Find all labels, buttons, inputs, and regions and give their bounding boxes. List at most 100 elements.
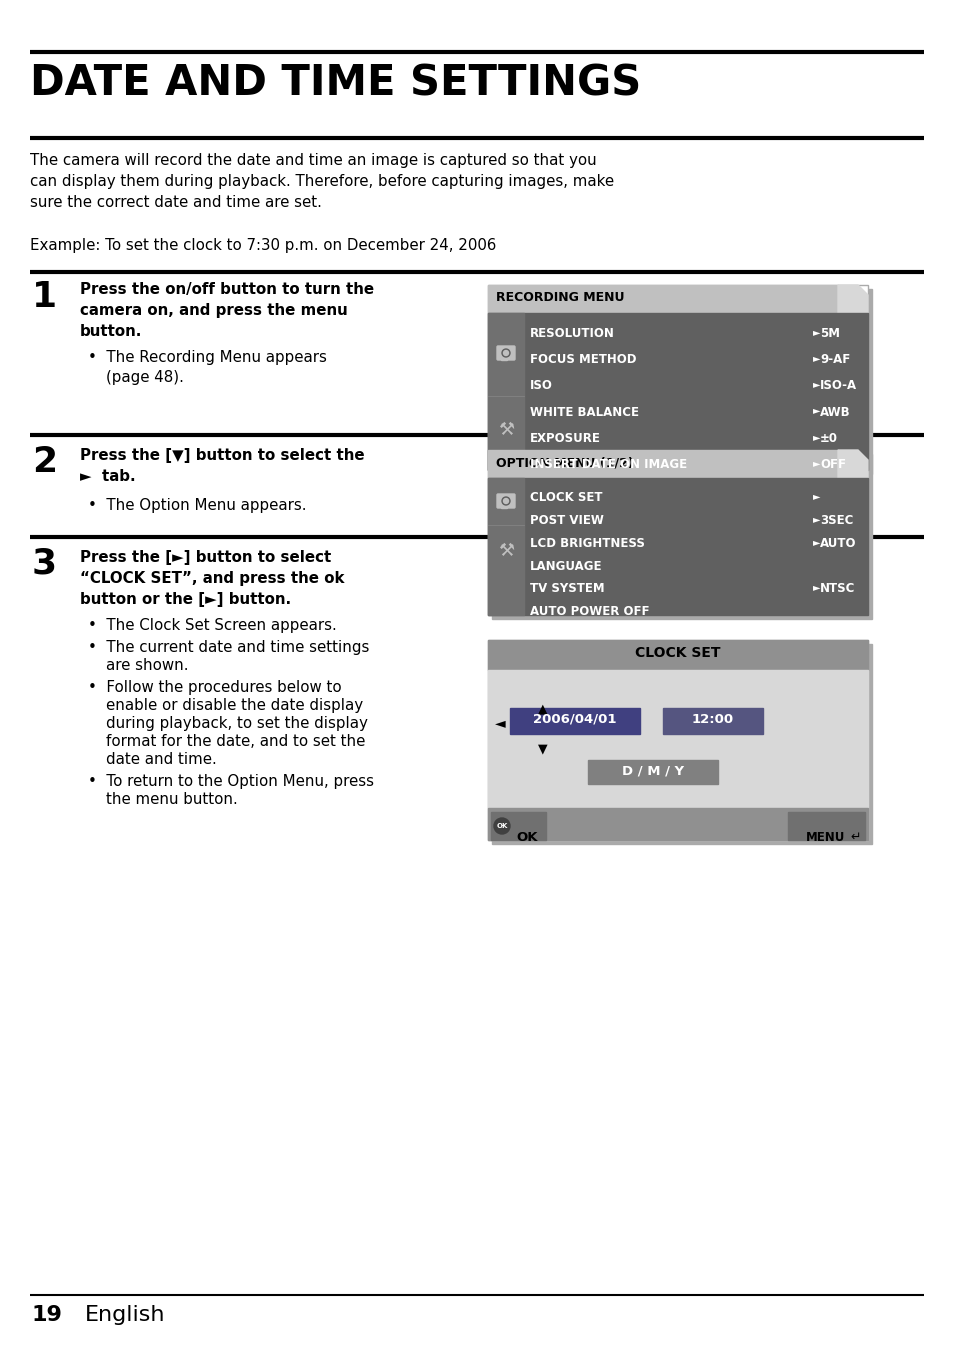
Text: ISO: ISO	[530, 379, 553, 393]
Text: CLOCK SET: CLOCK SET	[530, 491, 602, 504]
Text: 5M: 5M	[820, 327, 840, 340]
Text: DATE AND TIME SETTINGS: DATE AND TIME SETTINGS	[30, 62, 640, 104]
Text: ►: ►	[812, 354, 820, 363]
Text: 3: 3	[32, 547, 57, 581]
Text: MENU: MENU	[805, 831, 844, 845]
Text: ►: ►	[812, 457, 820, 468]
Text: •  The current date and time settings: • The current date and time settings	[88, 640, 369, 655]
Bar	[488, 670, 867, 841]
Bar	[488, 640, 867, 670]
Bar	[587, 760, 718, 784]
Bar	[488, 451, 867, 615]
FancyBboxPatch shape	[501, 356, 507, 360]
Text: •  The Option Menu appears.: • The Option Menu appears.	[88, 498, 306, 512]
Text: 12:00: 12:00	[691, 713, 733, 726]
Text: 9-AF: 9-AF	[820, 354, 849, 366]
Text: Press the [▼] button to select the
►  tab.: Press the [▼] button to select the ► tab…	[80, 448, 364, 484]
Text: OK: OK	[496, 823, 507, 829]
Text: AUTO POWER OFF: AUTO POWER OFF	[530, 605, 649, 619]
Text: the menu button.: the menu button.	[106, 792, 237, 807]
Text: AWB: AWB	[820, 405, 850, 418]
Bar	[662, 707, 762, 734]
Text: English: English	[85, 1305, 165, 1325]
Text: POST VIEW: POST VIEW	[530, 514, 603, 527]
Text: Press the on/off button to turn the
camera on, and press the menu
button.: Press the on/off button to turn the came…	[80, 282, 374, 339]
Text: INSERT DATE ON IMAGE: INSERT DATE ON IMAGE	[530, 457, 686, 471]
Text: during playback, to set the display: during playback, to set the display	[106, 716, 368, 730]
Text: ►: ►	[812, 537, 820, 546]
Text: OPTION MENU (1/2): OPTION MENU (1/2)	[496, 456, 633, 469]
Text: TV SYSTEM: TV SYSTEM	[530, 582, 604, 596]
Text: RECORDING MENU: RECORDING MENU	[496, 291, 624, 304]
Text: enable or disable the date display: enable or disable the date display	[106, 698, 363, 713]
Text: ⚒: ⚒	[497, 542, 514, 560]
Text: ISO-A: ISO-A	[820, 379, 856, 393]
Text: 2006/04/01: 2006/04/01	[533, 713, 616, 726]
Bar	[488, 640, 867, 841]
Text: ►: ►	[812, 327, 820, 338]
Text: ►: ►	[812, 432, 820, 441]
Text: 3SEC: 3SEC	[820, 514, 853, 527]
Text: date and time.: date and time.	[106, 752, 216, 767]
Polygon shape	[837, 451, 867, 477]
Text: ◄: ◄	[495, 716, 505, 730]
Text: Press the [►] button to select
“CLOCK SET”, and press the ok
button or the [►] b: Press the [►] button to select “CLOCK SE…	[80, 550, 344, 607]
Circle shape	[501, 498, 510, 504]
Text: D / M / Y: D / M / Y	[621, 764, 683, 777]
Bar	[492, 289, 871, 473]
Bar	[510, 707, 639, 734]
Text: ▲: ▲	[537, 702, 547, 716]
Text: ↵: ↵	[849, 831, 860, 845]
Bar	[488, 477, 867, 615]
Text: Example: To set the clock to 7:30 p.m. on December 24, 2006: Example: To set the clock to 7:30 p.m. o…	[30, 238, 496, 253]
Bar	[488, 477, 523, 615]
Circle shape	[503, 499, 508, 503]
Text: ►: ►	[812, 491, 820, 500]
Text: ±0: ±0	[820, 432, 837, 445]
Bar	[488, 313, 523, 469]
Text: ▼: ▼	[537, 742, 547, 755]
Bar	[787, 812, 864, 841]
Text: ►: ►	[812, 582, 820, 592]
Text: 2: 2	[32, 445, 57, 479]
Text: LANGUAGE: LANGUAGE	[530, 560, 602, 573]
Text: •  The Clock Set Screen appears.: • The Clock Set Screen appears.	[88, 617, 336, 633]
Text: AUTO: AUTO	[820, 537, 856, 550]
Circle shape	[494, 818, 510, 834]
Polygon shape	[837, 285, 867, 313]
Bar	[488, 285, 837, 313]
Text: •  To return to the Option Menu, press: • To return to the Option Menu, press	[88, 773, 374, 790]
Bar	[492, 644, 871, 845]
Text: format for the date, and to set the: format for the date, and to set the	[106, 734, 365, 749]
Text: (page 48).: (page 48).	[106, 370, 184, 385]
Text: ►: ►	[812, 405, 820, 416]
Circle shape	[503, 351, 508, 355]
Text: OFF: OFF	[820, 457, 845, 471]
Text: LCD BRIGHTNESS: LCD BRIGHTNESS	[530, 537, 644, 550]
FancyBboxPatch shape	[497, 494, 515, 508]
Text: FOCUS METHOD: FOCUS METHOD	[530, 354, 636, 366]
Circle shape	[501, 348, 510, 356]
Text: EXPOSURE: EXPOSURE	[530, 432, 600, 445]
Text: RESOLUTION: RESOLUTION	[530, 327, 615, 340]
Bar	[488, 285, 867, 469]
Text: WHITE BALANCE: WHITE BALANCE	[530, 405, 639, 418]
Bar	[492, 455, 871, 619]
Text: CLOCK SET: CLOCK SET	[635, 646, 720, 660]
FancyBboxPatch shape	[497, 346, 515, 360]
Text: 19: 19	[32, 1305, 63, 1325]
Bar	[491, 812, 545, 841]
Bar	[488, 313, 867, 469]
Text: •  The Recording Menu appears: • The Recording Menu appears	[88, 350, 327, 364]
Bar	[488, 451, 837, 477]
Text: 1: 1	[32, 280, 57, 313]
FancyBboxPatch shape	[501, 504, 507, 508]
Text: ►: ►	[812, 514, 820, 523]
Text: are shown.: are shown.	[106, 658, 189, 672]
Text: NTSC: NTSC	[820, 582, 855, 596]
Text: The camera will record the date and time an image is captured so that you
can di: The camera will record the date and time…	[30, 153, 614, 210]
Text: ⚒: ⚒	[497, 421, 514, 438]
Text: •  Follow the procedures below to: • Follow the procedures below to	[88, 681, 341, 695]
Text: OK: OK	[516, 831, 537, 845]
Bar	[488, 808, 867, 841]
